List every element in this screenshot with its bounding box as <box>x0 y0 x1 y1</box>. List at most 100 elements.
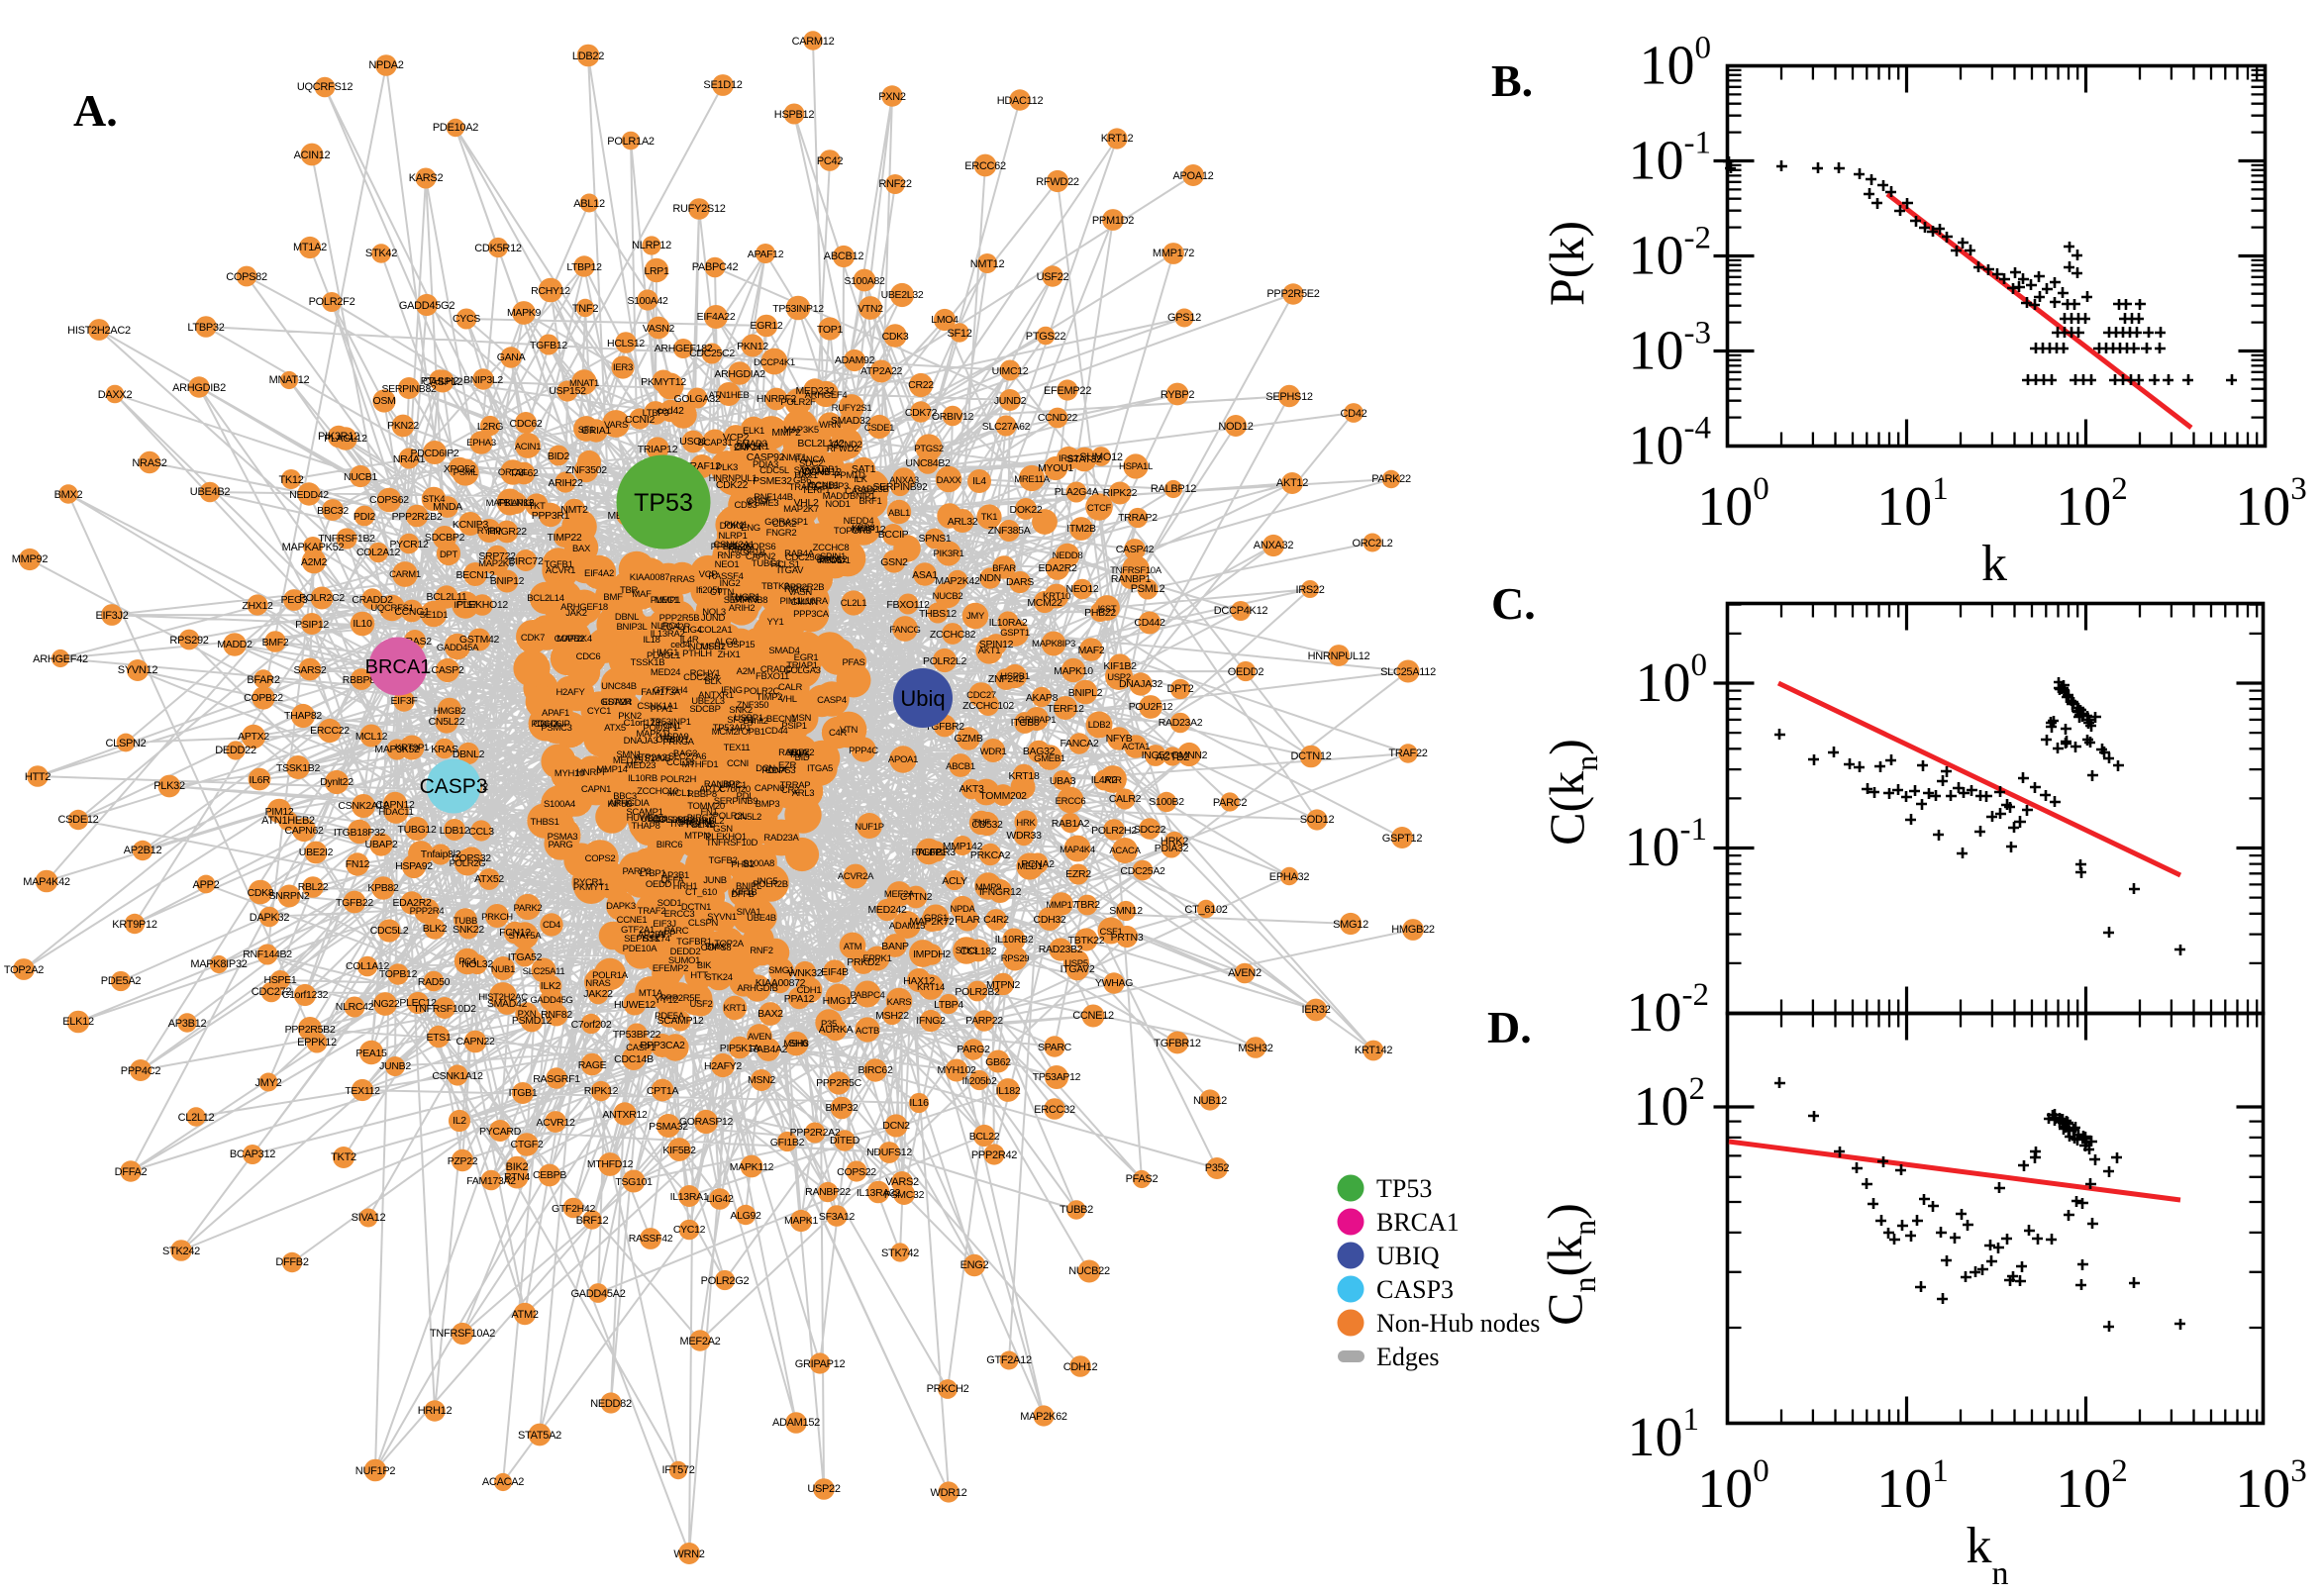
svg-text:PPP2R5E2: PPP2R5E2 <box>1266 288 1319 300</box>
svg-text:ERCC22: ERCC22 <box>310 725 350 737</box>
svg-text:PRKCH2: PRKCH2 <box>927 1383 969 1395</box>
svg-text:FCN1: FCN1 <box>657 721 681 732</box>
svg-text:S100A8: S100A8 <box>743 858 774 869</box>
svg-text:ING5: ING5 <box>758 876 778 887</box>
svg-text:MED232: MED232 <box>795 385 835 397</box>
svg-text:NUCB22: NUCB22 <box>1068 1265 1110 1277</box>
svg-text:MMP9: MMP9 <box>975 882 1001 893</box>
svg-text:VASN: VASN <box>788 587 812 598</box>
svg-text:RTN4: RTN4 <box>504 1171 530 1183</box>
svg-text:CDC5L: CDC5L <box>759 465 789 476</box>
svg-text:DCN: DCN <box>756 763 775 774</box>
svg-text:DFFA2: DFFA2 <box>115 1166 148 1178</box>
svg-text:ELK12: ELK12 <box>62 1016 94 1028</box>
svg-text:CDK2: CDK2 <box>772 519 796 530</box>
svg-text:PPP3CA: PPP3CA <box>793 609 830 620</box>
svg-text:ACLY: ACLY <box>942 875 967 887</box>
svg-text:POLR1A2: POLR1A2 <box>607 136 655 148</box>
svg-text:EIF3J2: EIF3J2 <box>95 610 128 622</box>
svg-text:HUWE1: HUWE1 <box>627 813 659 824</box>
svg-text:GADD45G: GADD45G <box>530 995 572 1006</box>
svg-text:STK742: STK742 <box>881 1247 919 1259</box>
svg-text:NEDD8: NEDD8 <box>1053 550 1083 561</box>
svg-text:PRKD2: PRKD2 <box>847 956 880 968</box>
svg-text:UIMC1: UIMC1 <box>719 780 747 791</box>
svg-text:EPPK12: EPPK12 <box>297 1037 337 1048</box>
svg-text:MAP3K5: MAP3K5 <box>783 425 819 436</box>
svg-text:TNF: TNF <box>972 818 990 829</box>
svg-text:IFNG2: IFNG2 <box>916 1015 946 1027</box>
svg-text:DARS: DARS <box>1006 576 1034 588</box>
svg-text:HNRNPUL12: HNRNPUL12 <box>1308 650 1370 662</box>
svg-text:DOK22: DOK22 <box>1010 504 1043 516</box>
svg-text:EIF4A22: EIF4A22 <box>697 311 736 323</box>
svg-text:UBAP2: UBAP2 <box>365 839 398 850</box>
svg-text:ADAM152: ADAM152 <box>772 1417 820 1429</box>
svg-text:IL10: IL10 <box>353 618 372 630</box>
svg-text:UBE2L3: UBE2L3 <box>691 696 725 707</box>
svg-text:CD53: CD53 <box>734 500 757 511</box>
svg-text:COPS6: COPS6 <box>746 542 776 552</box>
svg-text:TGFBR1: TGFBR1 <box>676 937 712 948</box>
svg-text:SPNS1: SPNS1 <box>919 533 952 545</box>
svg-text:MAP2K7: MAP2K7 <box>783 504 819 515</box>
svg-text:PRTN3: PRTN3 <box>1111 932 1144 944</box>
svg-text:ZCCHC8: ZCCHC8 <box>813 543 850 553</box>
svg-text:NPDA2: NPDA2 <box>368 59 403 71</box>
svg-text:PYCR1: PYCR1 <box>573 877 603 888</box>
svg-text:BID: BID <box>795 752 810 763</box>
svg-text:CASP92: CASP92 <box>747 451 785 463</box>
svg-text:RIPK1: RIPK1 <box>784 584 810 595</box>
svg-text:POU2F1: POU2F1 <box>643 723 677 734</box>
svg-text:CCL3: CCL3 <box>468 826 494 838</box>
svg-text:KRT142: KRT142 <box>1355 1045 1393 1056</box>
svg-text:HDAC11: HDAC11 <box>379 807 414 818</box>
svg-text:PDI2: PDI2 <box>354 511 376 523</box>
svg-text:NMT2: NMT2 <box>560 504 588 516</box>
svg-text:BAX2: BAX2 <box>758 1008 783 1020</box>
svg-text:CDC25C2: CDC25C2 <box>689 348 735 359</box>
svg-text:BCL2L14: BCL2L14 <box>527 593 564 604</box>
svg-text:DAXX2: DAXX2 <box>98 389 133 401</box>
svg-text:SLC27A6: SLC27A6 <box>668 751 707 762</box>
svg-text:UBE4B: UBE4B <box>747 913 776 924</box>
svg-text:POLR1A: POLR1A <box>592 970 629 981</box>
svg-text:BCCIP: BCCIP <box>878 529 909 541</box>
svg-text:CAPN12: CAPN12 <box>375 799 415 811</box>
svg-text:JUNB2: JUNB2 <box>379 1060 411 1072</box>
svg-text:Cn(kn): Cn(kn) <box>1537 1203 1602 1326</box>
svg-text:MMP12: MMP12 <box>852 524 886 536</box>
svg-text:MTPN: MTPN <box>684 831 710 842</box>
svg-text:SDCBP2: SDCBP2 <box>425 532 465 544</box>
svg-text:ACIN1: ACIN1 <box>515 442 541 452</box>
svg-text:IFNGR12: IFNGR12 <box>979 886 1022 898</box>
svg-text:COPB22: COPB22 <box>244 692 283 704</box>
svg-text:SF1: SF1 <box>578 425 595 436</box>
svg-text:MNAT1: MNAT1 <box>569 378 599 389</box>
svg-text:S100B2: S100B2 <box>1149 796 1184 808</box>
svg-text:VHL2: VHL2 <box>793 497 819 509</box>
svg-text:UBE2I: UBE2I <box>641 814 666 825</box>
svg-text:ZNF350: ZNF350 <box>737 700 769 711</box>
svg-text:WRN: WRN <box>819 420 841 431</box>
svg-text:TKT2: TKT2 <box>331 1151 356 1163</box>
svg-text:UNC84B2: UNC84B2 <box>905 457 951 469</box>
svg-text:BMF2: BMF2 <box>262 637 289 648</box>
svg-text:NPDA: NPDA <box>950 904 975 915</box>
svg-text:TNFRSF10D2: TNFRSF10D2 <box>413 1003 476 1015</box>
svg-text:HCLS12: HCLS12 <box>607 338 645 349</box>
svg-text:NMT1: NMT1 <box>782 452 807 463</box>
svg-text:RFWD2: RFWD2 <box>827 444 858 454</box>
svg-text:PARG2: PARG2 <box>957 1044 990 1055</box>
svg-text:MMP14: MMP14 <box>596 764 627 775</box>
svg-text:BMF: BMF <box>603 592 623 603</box>
svg-text:TRAF1: TRAF1 <box>789 482 818 493</box>
svg-text:MT1A2: MT1A2 <box>293 242 327 253</box>
svg-text:RNF144B: RNF144B <box>754 492 793 503</box>
svg-text:CCND2: CCND2 <box>831 440 861 450</box>
svg-text:ATN1HEB: ATN1HEB <box>708 390 749 401</box>
svg-text:ATX5: ATX5 <box>604 723 626 734</box>
svg-text:IL18: IL18 <box>643 635 659 646</box>
svg-text:XPO5: XPO5 <box>818 555 842 566</box>
svg-text:CSNK1A1: CSNK1A1 <box>637 701 677 712</box>
